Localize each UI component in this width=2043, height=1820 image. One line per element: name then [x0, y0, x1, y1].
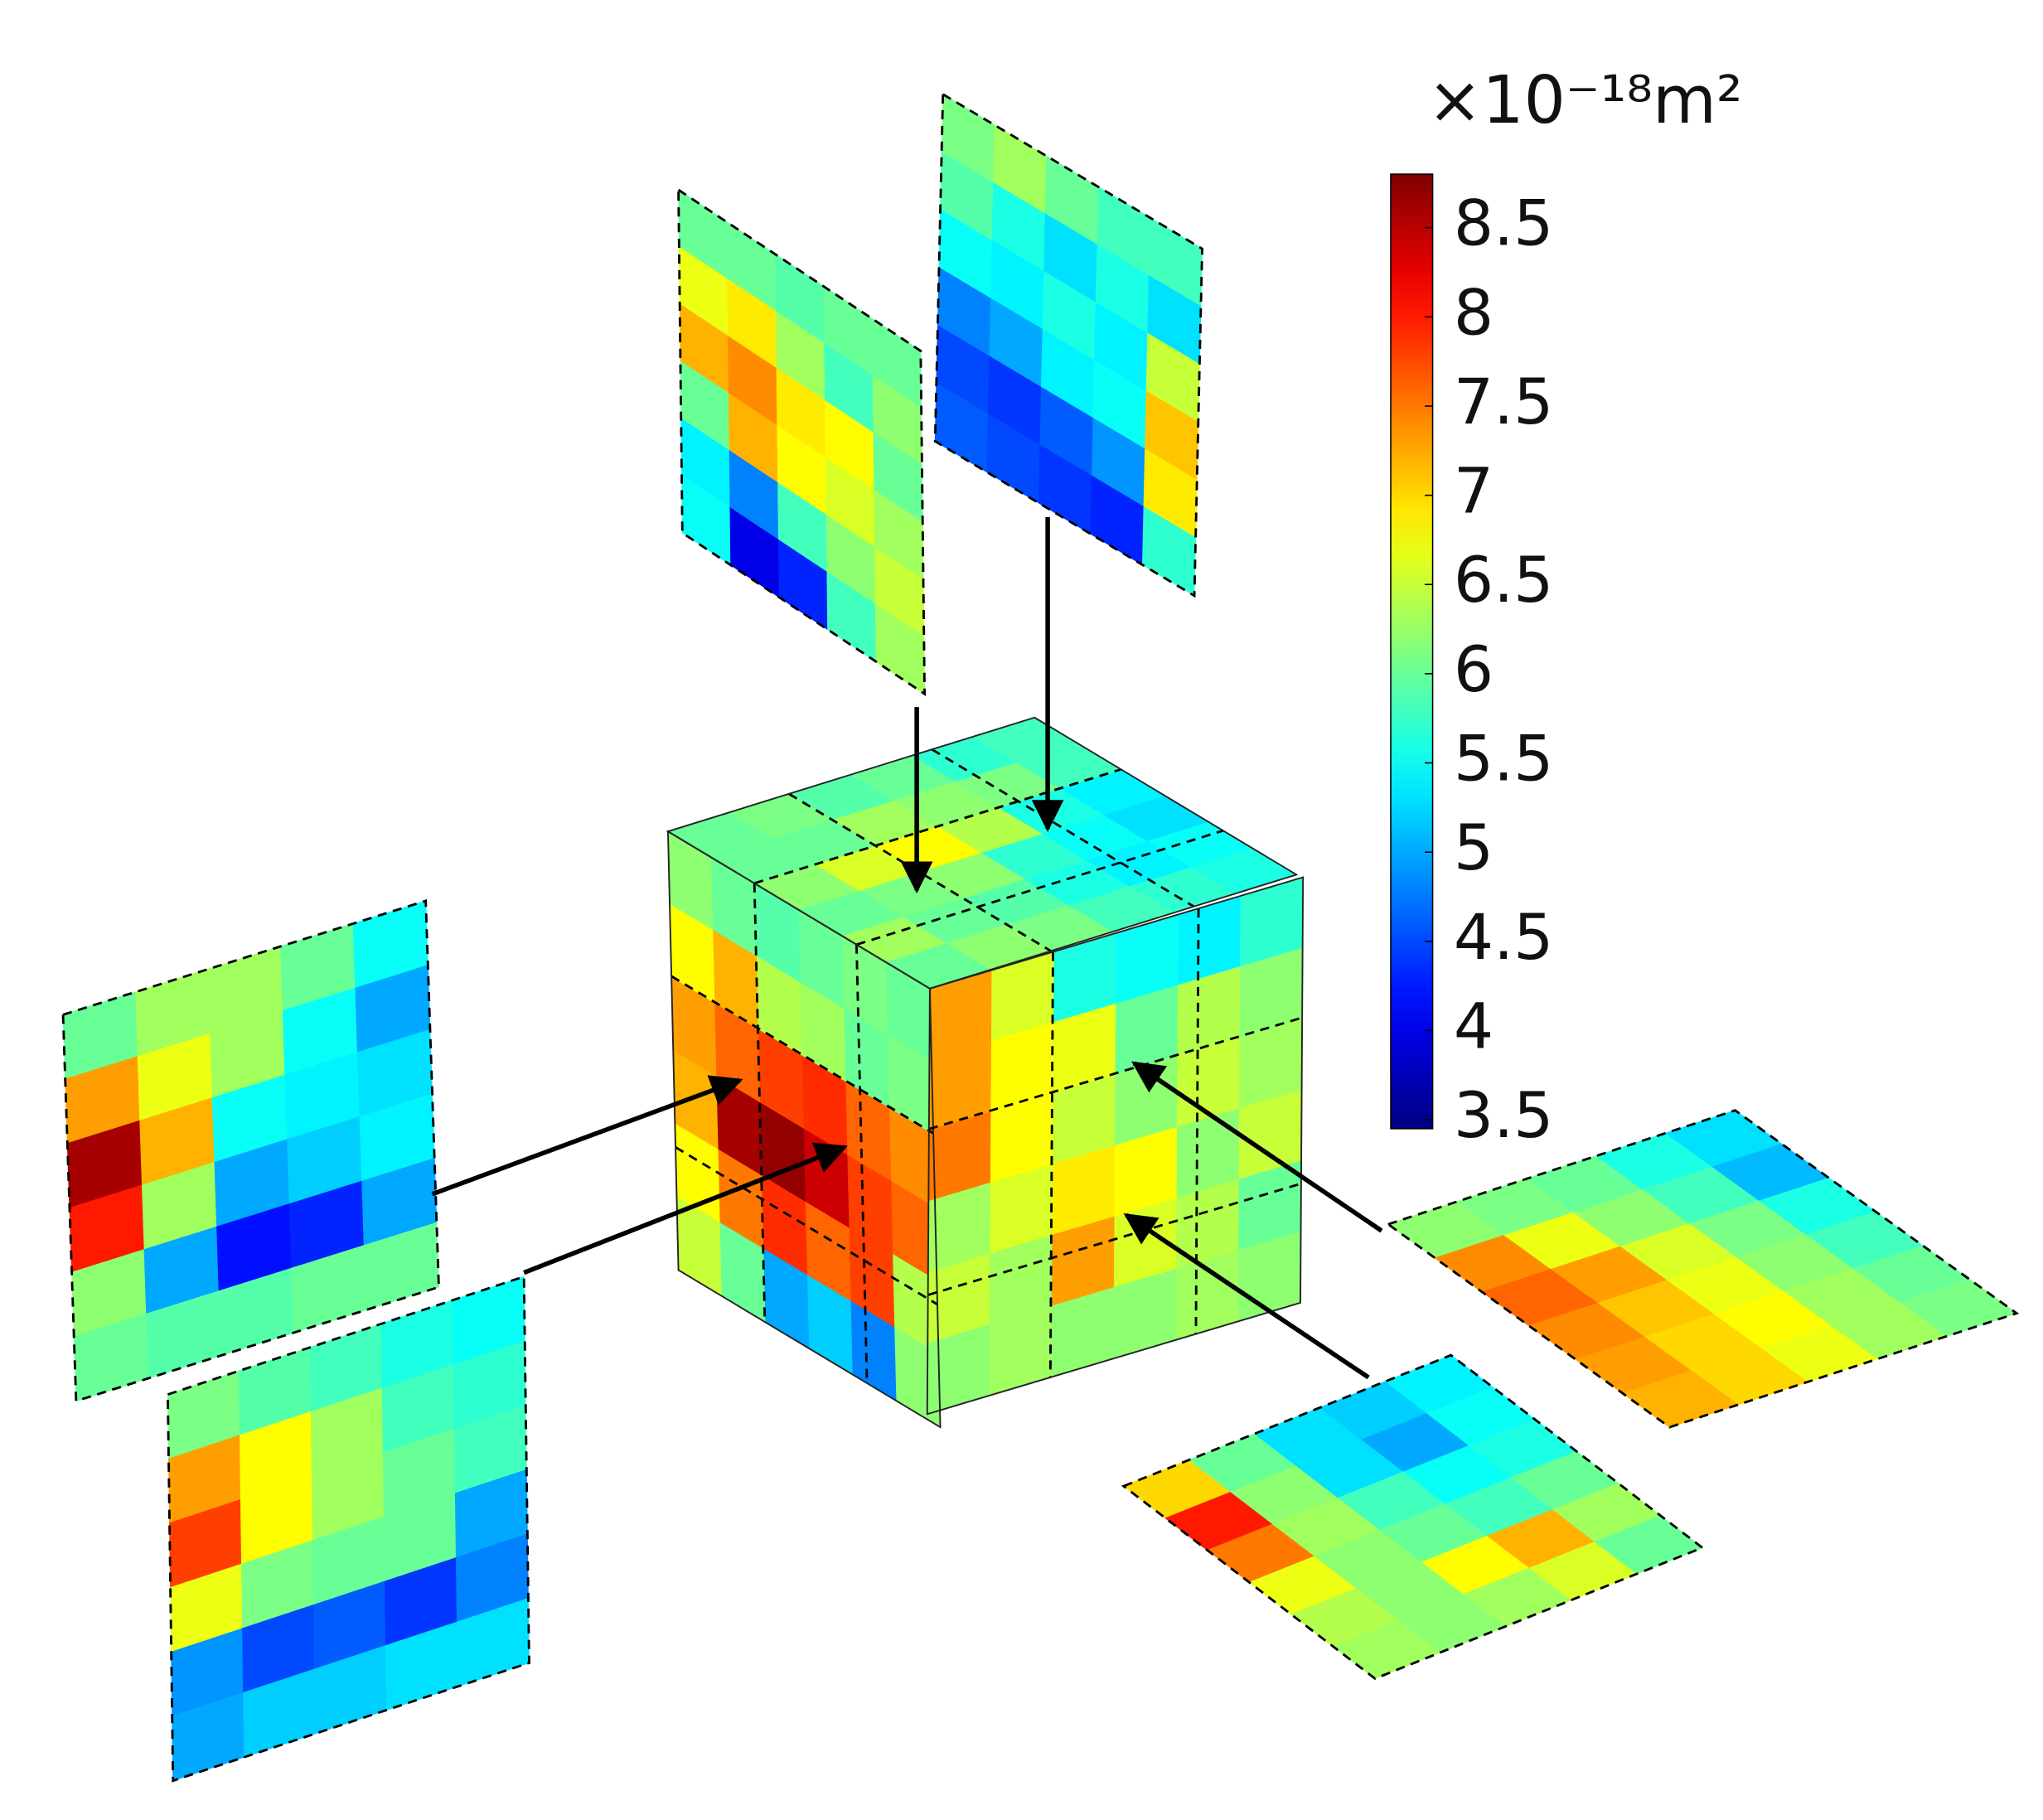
colorbar: 3.5 4 4.5 5 5.5 6 6.5 7 7.5 8 8.5 — [1390, 173, 1554, 1152]
slice-border — [1385, 1109, 2020, 1429]
arrow — [523, 1142, 848, 1275]
colorbar-tick-label: 5 — [1454, 811, 1494, 884]
slices — [61, 92, 2020, 1783]
slice-border — [677, 187, 927, 696]
section-line — [927, 1182, 1302, 1296]
section-line — [675, 1146, 938, 1306]
cube-edge — [666, 716, 1299, 990]
colorbar-tick-label: 4.5 — [1454, 901, 1554, 974]
arrows — [431, 517, 1383, 1380]
slice-border — [933, 92, 1203, 598]
section-line — [928, 1016, 1303, 1130]
colorbar-tick-label: 4 — [1454, 990, 1494, 1062]
cube — [666, 716, 1305, 1429]
slice-border — [61, 899, 440, 1403]
colorbar-label: ×10⁻¹⁸m² — [1427, 62, 1742, 138]
colorbar-tick-label: 7.5 — [1454, 365, 1554, 438]
colorbar-tick-label: 3.5 — [1454, 1079, 1554, 1152]
slice-border — [166, 1275, 530, 1783]
colorbar-tick-label: 6 — [1454, 633, 1494, 706]
colorbar-tick-label: 8 — [1454, 276, 1494, 349]
section-line — [855, 944, 869, 1383]
colorbar-gradient — [1390, 173, 1434, 1130]
colorbar-tick-label: 5.5 — [1454, 723, 1554, 796]
colorbar-tick-label: 6.5 — [1454, 544, 1554, 617]
slice-cell — [363, 1222, 439, 1311]
arrow — [1131, 1061, 1383, 1233]
section-line — [1048, 951, 1054, 1377]
section-line — [856, 829, 1224, 946]
section-line — [671, 975, 934, 1135]
colorbar-tick-label: 8.5 — [1454, 187, 1554, 260]
section-line — [753, 883, 767, 1323]
arrow — [1123, 1213, 1370, 1380]
section-line — [788, 792, 1052, 952]
section-line — [931, 748, 1195, 908]
arrow — [431, 1075, 743, 1197]
slice-cell — [1594, 1515, 1703, 1575]
colorbar-tick-label: 7 — [1454, 455, 1494, 528]
section-line — [753, 767, 1121, 885]
cube-edge — [926, 876, 1305, 1416]
